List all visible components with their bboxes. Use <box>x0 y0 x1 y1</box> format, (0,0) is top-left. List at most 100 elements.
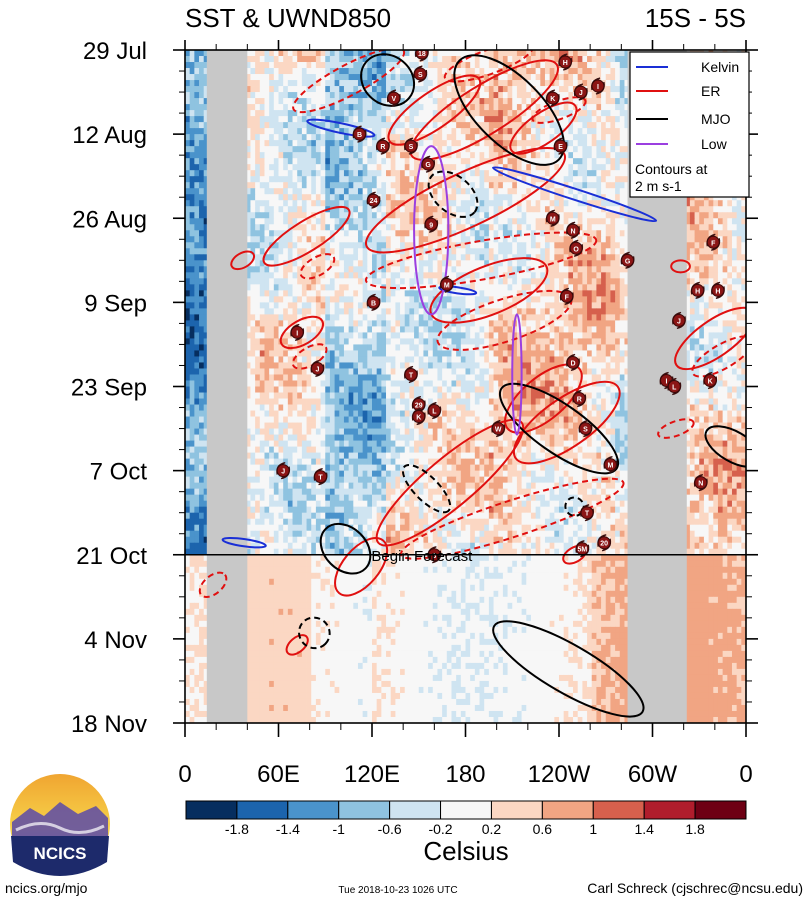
sst-cell <box>278 134 284 141</box>
sst-cell <box>185 80 191 87</box>
sst-cell <box>428 86 434 93</box>
sst-cell <box>549 140 555 147</box>
sst-cell <box>731 284 738 291</box>
sst-cell <box>283 62 289 69</box>
sst-cell <box>544 134 551 141</box>
sst-cell <box>423 170 429 177</box>
sst-cell <box>414 206 420 213</box>
sst-cell <box>283 116 289 123</box>
sst-cell <box>731 212 738 219</box>
sst-cell <box>577 164 583 171</box>
sst-cell <box>348 182 354 189</box>
sst-cell <box>199 182 205 189</box>
sst-cell <box>287 254 293 261</box>
sst-cell <box>577 236 583 243</box>
sst-cell <box>596 128 602 135</box>
sst-cell <box>245 242 251 249</box>
sst-cell <box>512 278 518 285</box>
sst-cell <box>428 170 434 177</box>
sst-cell <box>703 212 709 219</box>
sst-cell <box>502 260 508 267</box>
sst-cell <box>465 98 471 105</box>
sst-cell <box>437 104 443 111</box>
sst-cell <box>619 74 625 81</box>
sst-cell <box>292 164 298 171</box>
sst-cell <box>731 272 738 279</box>
sst-cell <box>185 224 191 231</box>
sst-cell <box>446 158 452 165</box>
sst-cell <box>460 260 466 267</box>
sst-cell <box>544 146 551 153</box>
sst-cell <box>292 194 298 201</box>
sst-cell <box>283 224 289 231</box>
sst-cell <box>465 104 471 111</box>
sst-cell <box>381 224 387 231</box>
sst-cell <box>596 104 602 111</box>
sst-cell <box>563 260 569 267</box>
sst-cell <box>591 68 597 75</box>
sst-cell <box>568 98 574 105</box>
sst-cell <box>320 206 326 213</box>
sst-cell <box>255 86 261 93</box>
sst-cell <box>502 248 508 255</box>
sst-cell <box>325 176 331 183</box>
sst-cell <box>493 194 499 201</box>
sst-cell <box>381 92 387 99</box>
sst-cell <box>362 122 368 129</box>
sst-cell <box>269 50 275 57</box>
sst-cell <box>722 260 728 267</box>
sst-cell <box>199 236 205 243</box>
sst-cell <box>582 266 588 273</box>
sst-cell <box>736 236 742 243</box>
sst-cell <box>605 50 611 57</box>
sst-cell <box>540 80 546 87</box>
sst-cell <box>367 182 373 189</box>
sst-cell <box>540 134 546 141</box>
sst-cell <box>488 86 494 93</box>
sst-cell <box>484 122 490 129</box>
sst-cell <box>395 278 401 285</box>
sst-cell <box>521 188 527 195</box>
sst-cell <box>353 242 359 249</box>
sst-cell <box>446 146 452 153</box>
sst-cell <box>619 62 625 69</box>
sst-cell <box>199 110 205 117</box>
sst-cell <box>250 110 256 117</box>
sst-cell <box>255 290 261 297</box>
sst-cell <box>395 212 401 219</box>
sst-cell <box>470 110 476 117</box>
sst-cell <box>535 206 541 213</box>
sst-cell <box>703 266 709 273</box>
sst-cell <box>287 98 293 105</box>
sst-cell <box>353 146 359 153</box>
sst-cell <box>203 206 209 213</box>
sst-cell <box>343 50 350 57</box>
sst-cell <box>437 254 443 261</box>
sst-cell <box>488 134 494 141</box>
sst-cell <box>339 104 345 111</box>
sst-cell <box>544 290 551 297</box>
sst-cell <box>348 248 354 255</box>
sst-cell <box>334 152 340 159</box>
sst-cell <box>250 194 256 201</box>
sst-cell <box>484 170 490 177</box>
sst-cell <box>526 110 532 117</box>
sst-cell <box>362 230 368 237</box>
sst-cell <box>479 104 485 111</box>
sst-cell <box>372 284 378 291</box>
sst-cell <box>357 194 364 201</box>
sst-cell <box>269 230 275 237</box>
sst-cell <box>348 296 354 303</box>
sst-cell <box>596 254 602 261</box>
sst-cell <box>320 230 326 237</box>
sst-cell <box>731 230 738 237</box>
sst-cell <box>189 248 195 255</box>
sst-cell <box>306 164 312 171</box>
sst-cell <box>273 50 279 57</box>
sst-cell <box>409 74 415 81</box>
sst-cell <box>315 176 321 183</box>
sst-cell <box>615 86 621 93</box>
sst-cell <box>315 74 321 81</box>
sst-cell <box>610 188 616 195</box>
sst-cell <box>245 68 251 75</box>
